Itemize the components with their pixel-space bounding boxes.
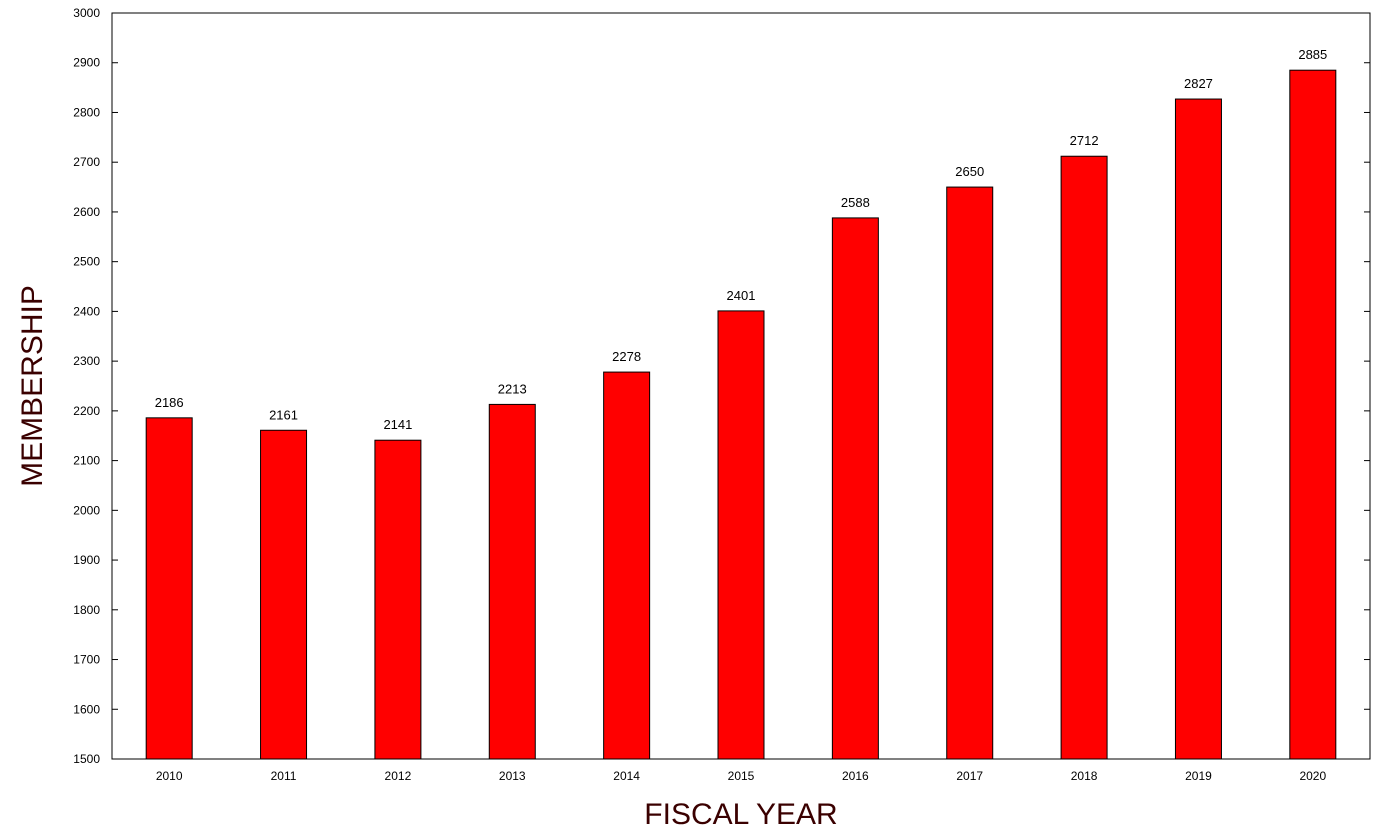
- y-tick-label: 2200: [73, 404, 100, 418]
- y-axis-title: MEMBERSHIP: [16, 285, 49, 487]
- x-tick-label: 2018: [1071, 769, 1098, 783]
- x-tick-label: 2019: [1185, 769, 1212, 783]
- y-tick-label: 2300: [73, 354, 100, 368]
- x-axis-ticks: 2010 2011 2012 2013 2014 2015 2016 2017 2018 2019…: [156, 753, 1326, 783]
- y-tick-label: 1900: [73, 553, 100, 567]
- y-tick-label: 2500: [73, 255, 100, 269]
- bar: [374, 439, 422, 760]
- y-tick-label: 1600: [73, 702, 100, 716]
- data-label: 2161: [269, 407, 298, 422]
- x-tick-label: 2010: [156, 769, 183, 783]
- y-tick-label: 1500: [73, 752, 100, 766]
- data-labels: 2186 2161 2141 2213 2278 2401 2588 2650 2712 2827…: [155, 47, 1328, 432]
- bar: [1174, 98, 1222, 760]
- y-tick-label: 1700: [73, 653, 100, 667]
- x-tick-label: 2013: [499, 769, 526, 783]
- x-tick-label: 2016: [842, 769, 869, 783]
- x-axis-title: FISCAL YEAR: [644, 798, 837, 831]
- data-label: 2650: [955, 164, 984, 179]
- x-tick-label: 2017: [956, 769, 983, 783]
- y-tick-label: 2100: [73, 454, 100, 468]
- data-label: 2885: [1298, 47, 1327, 62]
- bar: [1289, 69, 1337, 760]
- y-tick-label: 3000: [73, 6, 100, 20]
- y-tick-label: 2900: [73, 56, 100, 70]
- plot-frame: [111, 12, 1371, 760]
- data-label: 2186: [155, 395, 184, 410]
- y-tick-label: 2700: [73, 155, 100, 169]
- data-label: 2278: [612, 349, 641, 364]
- y-tick-label: 2400: [73, 304, 100, 318]
- data-label: 2712: [1070, 133, 1099, 148]
- x-tick-label: 2020: [1299, 769, 1326, 783]
- bar: [1060, 155, 1108, 760]
- bar: [145, 417, 193, 760]
- y-axis-ticks: 1500 1600 1700 1800 1900 2000 2100 2200 2300 2400…: [73, 6, 1370, 766]
- data-label: 2213: [498, 381, 527, 396]
- bar: [717, 310, 765, 760]
- data-label: 2827: [1184, 76, 1213, 91]
- x-tick-label: 2011: [271, 769, 297, 783]
- x-tick-label: 2012: [385, 769, 412, 783]
- y-tick-label: 2800: [73, 105, 100, 119]
- y-tick-label: 2600: [73, 205, 100, 219]
- x-tick-label: 2015: [728, 769, 755, 783]
- x-tick-label: 2014: [613, 769, 640, 783]
- y-tick-label: 2000: [73, 503, 100, 517]
- bar: [831, 217, 879, 760]
- data-label: 2588: [841, 195, 870, 210]
- bar: [946, 186, 994, 760]
- y-tick-label: 1800: [73, 603, 100, 617]
- bar: [603, 371, 651, 760]
- data-label: 2141: [383, 417, 412, 432]
- data-label: 2401: [727, 288, 756, 303]
- bar: [488, 403, 536, 760]
- bars: [145, 69, 1337, 760]
- bar: [260, 429, 308, 760]
